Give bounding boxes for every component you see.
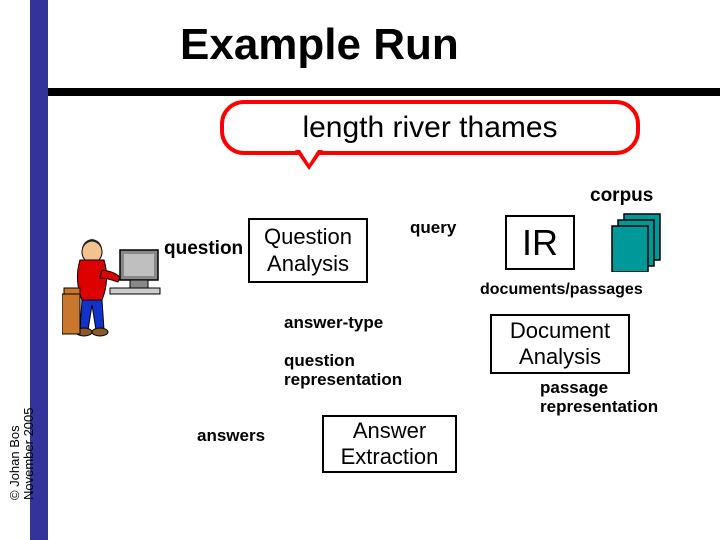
label-answer-type: answer-type [284, 313, 383, 333]
box-ae-text: Answer Extraction [341, 418, 439, 471]
user-at-computer-icon [62, 230, 167, 340]
box-document-analysis: Document Analysis [490, 314, 630, 374]
label-question: question [164, 238, 243, 260]
bubble-tail-inner [300, 150, 318, 164]
box-ir-text: IR [522, 222, 558, 264]
copyright-text: © Johan Bos November 2005 [8, 408, 37, 501]
label-corpus: corpus [590, 185, 653, 207]
bubble-text: length river thames [302, 111, 557, 145]
label-answers: answers [197, 426, 265, 446]
label-query: query [410, 218, 456, 238]
box-answer-extraction: Answer Extraction [322, 415, 457, 473]
box-ir: IR [505, 215, 575, 270]
box-question-analysis: Question Analysis [248, 218, 368, 283]
speech-bubble: length river thames [220, 100, 640, 155]
horizontal-rule [48, 88, 720, 96]
box-da-text: Document Analysis [510, 318, 610, 371]
document-stack-icon [610, 212, 665, 272]
page-title: Example Run [180, 20, 459, 70]
label-question-representation: question representation [284, 352, 402, 389]
label-documents-passages: documents/passages [480, 281, 643, 299]
box-qa-text: Question Analysis [264, 224, 352, 277]
label-passage-representation: passage representation [540, 379, 658, 416]
